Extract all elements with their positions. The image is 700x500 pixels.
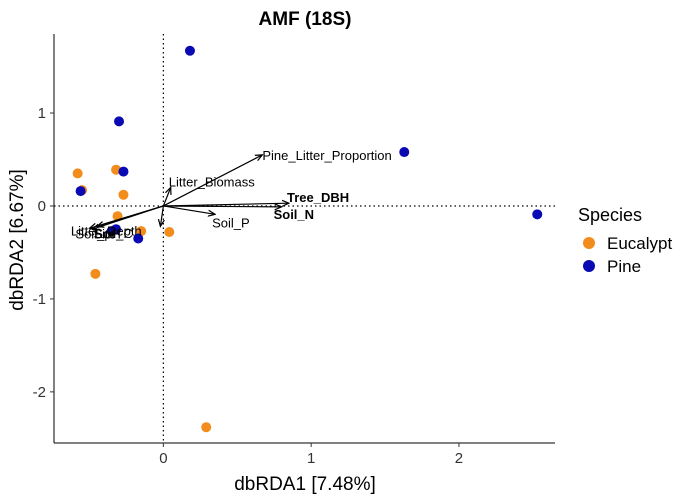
x-tick-label: 2 xyxy=(455,450,463,467)
vector-label: Litter_Biomass xyxy=(169,174,255,189)
x-axis-title: dbRDA1 [7.48%] xyxy=(234,474,376,495)
eucalypt-point xyxy=(164,226,175,237)
pine-point xyxy=(75,186,86,197)
vector-label: Pine_Litter_Proportion xyxy=(262,148,391,163)
chart-title: AMF (18S) xyxy=(259,9,352,30)
vector-arrow xyxy=(163,205,215,214)
vector-label: Soil_C xyxy=(94,226,132,241)
vector-arrow xyxy=(160,205,163,226)
vector-label: Soil_pH xyxy=(75,226,121,241)
vector-label: Soil_P xyxy=(212,215,250,230)
pine-point xyxy=(399,147,410,158)
x-tick-label: 1 xyxy=(307,450,315,467)
eucalypt-point xyxy=(90,268,101,279)
y-axis-title: dbRDA2 [6.67%] xyxy=(7,169,28,311)
pine-point xyxy=(114,116,125,127)
pine-point xyxy=(532,209,543,220)
plot-area: 0 1 2 -2 -1 0 1 Pine_Litter_Proportion Litter_Bi… xyxy=(33,34,555,467)
legend-label-eucalypt: Eucalypt xyxy=(607,234,672,253)
vector-arrow xyxy=(163,155,262,207)
x-tick-label: 0 xyxy=(159,450,167,467)
legend-key-eucalypt xyxy=(583,237,595,249)
legend-title: Species xyxy=(578,205,642,225)
pine-point xyxy=(118,166,129,177)
y-tick-label: 0 xyxy=(38,198,46,215)
vector-arrow xyxy=(162,187,170,207)
eucalypt-point xyxy=(201,422,212,433)
vector-arrow xyxy=(163,203,289,206)
vector-label: Litter_Depth xyxy=(71,223,142,238)
legend: Species Eucalypt Pine xyxy=(578,205,672,276)
pine-point xyxy=(106,226,117,237)
y-tick-label: -1 xyxy=(33,291,46,308)
eucalypt-point xyxy=(118,189,129,200)
vector-label: Site xyxy=(93,226,115,241)
pine-point xyxy=(184,45,195,56)
y-tick-label: 1 xyxy=(38,105,46,122)
legend-label-pine: Pine xyxy=(607,257,641,276)
vector-label: Soil_N xyxy=(274,207,314,222)
eucalypt-point xyxy=(72,168,83,179)
legend-key-pine xyxy=(583,260,595,272)
pine-point xyxy=(133,233,144,244)
vector-label: Tree_DBH xyxy=(287,190,349,205)
vector-arrow xyxy=(92,205,164,229)
y-tick-label: -2 xyxy=(33,384,46,401)
vector-arrow xyxy=(163,206,281,207)
